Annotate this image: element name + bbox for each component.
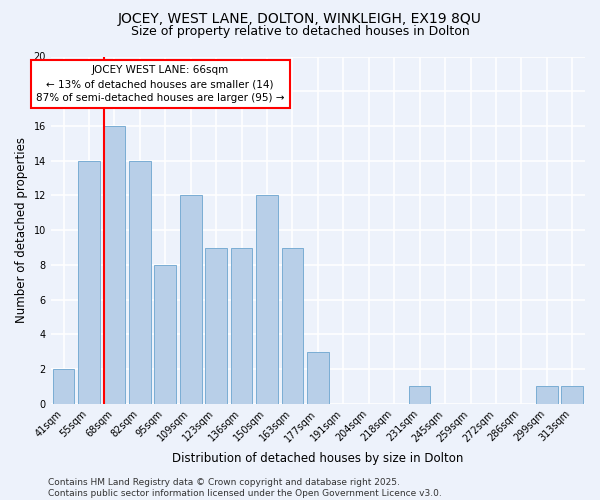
- Bar: [53, 369, 74, 404]
- Bar: [409, 386, 430, 404]
- X-axis label: Distribution of detached houses by size in Dolton: Distribution of detached houses by size …: [172, 452, 464, 465]
- Text: Contains HM Land Registry data © Crown copyright and database right 2025.
Contai: Contains HM Land Registry data © Crown c…: [48, 478, 442, 498]
- Bar: [307, 352, 329, 404]
- Bar: [78, 160, 100, 404]
- Bar: [154, 265, 176, 404]
- Bar: [104, 126, 125, 404]
- Text: JOCEY WEST LANE: 66sqm
← 13% of detached houses are smaller (14)
87% of semi-det: JOCEY WEST LANE: 66sqm ← 13% of detached…: [36, 65, 284, 103]
- Bar: [180, 196, 202, 404]
- Text: Size of property relative to detached houses in Dolton: Size of property relative to detached ho…: [131, 25, 469, 38]
- Bar: [536, 386, 557, 404]
- Bar: [129, 160, 151, 404]
- Bar: [205, 248, 227, 404]
- Bar: [231, 248, 253, 404]
- Y-axis label: Number of detached properties: Number of detached properties: [15, 137, 28, 323]
- Bar: [281, 248, 303, 404]
- Bar: [256, 196, 278, 404]
- Bar: [562, 386, 583, 404]
- Text: JOCEY, WEST LANE, DOLTON, WINKLEIGH, EX19 8QU: JOCEY, WEST LANE, DOLTON, WINKLEIGH, EX1…: [118, 12, 482, 26]
